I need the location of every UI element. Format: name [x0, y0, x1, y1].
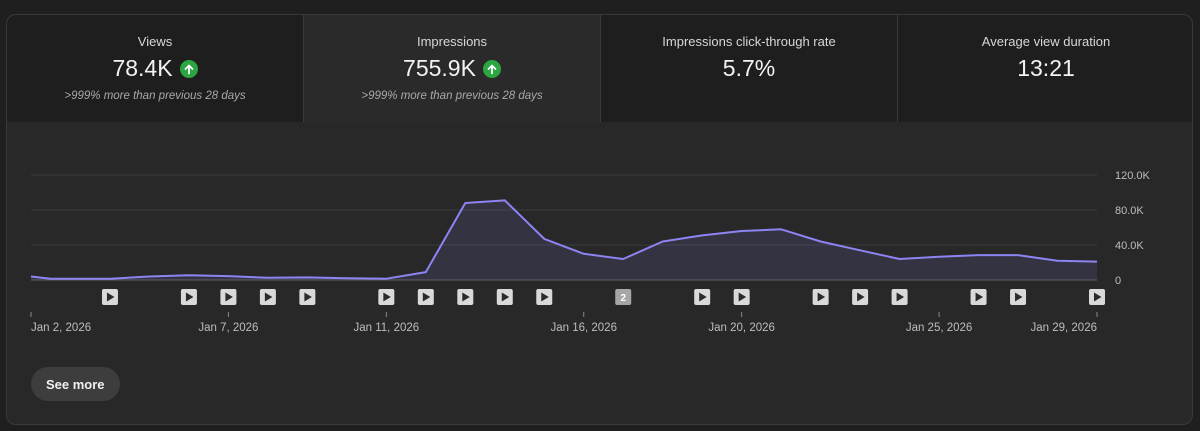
video-published-marker[interactable]: [812, 289, 829, 305]
video-published-marker[interactable]: [259, 289, 276, 305]
play-icon: [857, 292, 865, 302]
comparison-text: >999% more than previous 28 days: [361, 90, 543, 102]
y-tick-label: 120.0K: [1115, 170, 1151, 182]
video-published-marker[interactable]: [1089, 289, 1105, 305]
play-icon: [106, 292, 115, 302]
trend-up-icon: [482, 59, 501, 78]
play-icon: [975, 292, 984, 302]
play-icon: [264, 292, 273, 302]
play-icon: [817, 292, 826, 302]
trend-up-icon: [179, 59, 198, 78]
tab-impressions-ctr[interactable]: Impressions click-through rate 5.7%: [601, 15, 898, 122]
marker-thumbnail: [615, 289, 632, 305]
y-tick-label: 40.0K: [1115, 240, 1144, 252]
tab-average-view-duration[interactable]: Average view duration 13:21: [898, 15, 1192, 122]
x-tick-label: Jan 7, 2026: [198, 322, 258, 334]
series-line: [30, 199, 1098, 280]
video-published-marker[interactable]: [852, 289, 869, 305]
play-icon: [501, 292, 510, 302]
tab-views[interactable]: Views 78.4K >999% more than previous 28 …: [7, 15, 304, 122]
video-published-marker[interactable]: [180, 289, 197, 305]
tab-value: 755.9K: [304, 55, 600, 82]
play-icon: [304, 292, 312, 302]
x-tick-label: Jan 29, 2026: [1030, 322, 1097, 334]
play-icon: [1094, 292, 1102, 302]
marker-count: 2: [620, 293, 626, 304]
video-published-marker[interactable]: [694, 289, 711, 305]
video-published-marker[interactable]: [1010, 289, 1027, 305]
play-icon: [699, 292, 707, 302]
play-icon: [462, 292, 470, 302]
video-published-marker[interactable]: [536, 289, 553, 305]
series-area: [31, 200, 1097, 280]
x-tick-label: Jan 2, 2026: [31, 322, 91, 334]
impressions-chart: 120.0K 80.0K 40.0K 0 2 Jan 2, 2026 Jan 7, 2026…: [30, 170, 1151, 334]
tab-value: 78.4K: [7, 55, 303, 82]
y-tick-label: 80.0K: [1115, 205, 1144, 217]
video-published-marker[interactable]: [378, 289, 395, 305]
tab-value: 5.7%: [601, 55, 897, 82]
video-published-marker[interactable]: [496, 289, 513, 305]
video-published-marker[interactable]: [220, 289, 237, 305]
see-more-button[interactable]: See more: [31, 367, 120, 401]
x-tick-label: Jan 25, 2026: [906, 322, 973, 334]
video-published-marker[interactable]: [733, 289, 750, 305]
x-tick-label: Jan 20, 2026: [708, 322, 775, 334]
metric-value: 5.7%: [722, 55, 776, 81]
video-published-marker[interactable]: [299, 289, 316, 305]
metric-value: 755.9K: [403, 55, 476, 81]
metric-value: 13:21: [1017, 55, 1075, 81]
video-published-marker[interactable]: [970, 289, 987, 305]
video-published-marker[interactable]: [417, 289, 434, 305]
play-icon: [422, 292, 431, 302]
video-count-marker[interactable]: 2: [615, 289, 632, 305]
x-tick-label: Jan 11, 2026: [354, 322, 420, 334]
comparison-text: >999% more than previous 28 days: [64, 90, 246, 102]
y-tick-label: 0: [1115, 275, 1121, 287]
play-icon: [896, 292, 905, 302]
play-icon: [383, 292, 391, 302]
play-icon: [185, 292, 194, 302]
tab-label: Average view duration: [981, 34, 1111, 49]
metric-value: 78.4K: [112, 55, 173, 81]
play-icon: [541, 292, 549, 302]
metric-tabs: Views 78.4K >999% more than previous 28 …: [7, 15, 1192, 122]
video-published-marker[interactable]: [101, 289, 118, 305]
tab-impressions[interactable]: Impressions 755.9K >999% more than previ…: [304, 15, 601, 122]
tab-label: Views: [137, 34, 173, 49]
analytics-card: Views 78.4K >999% more than previous 28 …: [6, 14, 1193, 425]
video-published-marker[interactable]: [891, 289, 908, 305]
tab-label: Impressions: [416, 34, 488, 49]
play-icon: [738, 292, 747, 302]
video-published-marker[interactable]: [457, 289, 474, 305]
x-tick-label: Jan 16, 2026: [550, 322, 617, 334]
play-icon: [225, 292, 233, 302]
tab-label: Impressions click-through rate: [662, 34, 836, 49]
tab-value: 13:21: [898, 55, 1192, 82]
play-icon: [1015, 292, 1023, 302]
